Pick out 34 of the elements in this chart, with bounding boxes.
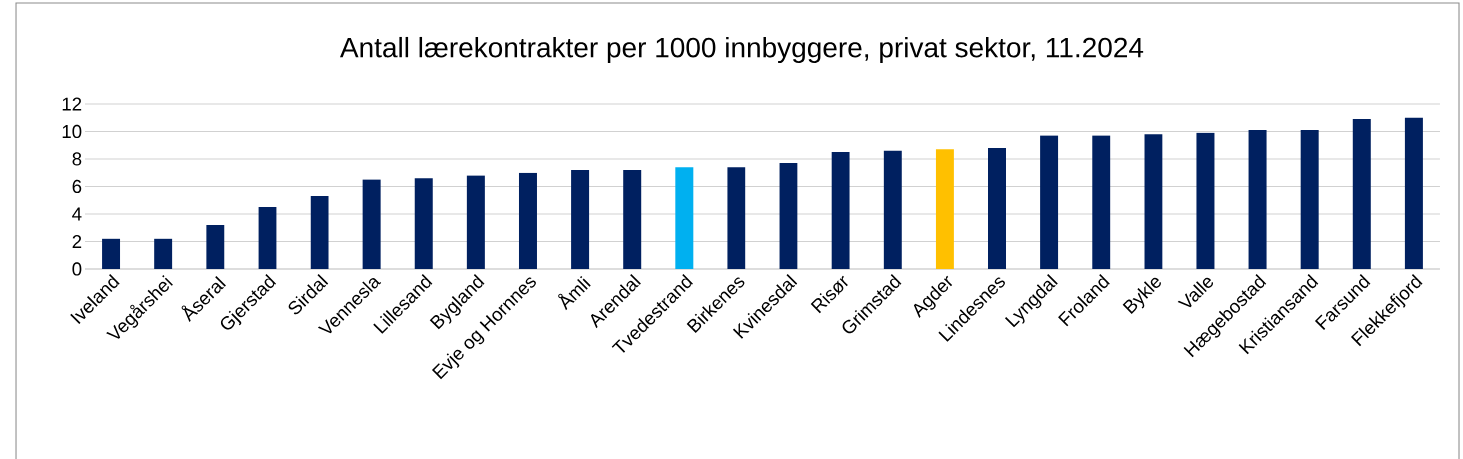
chart-title: Antall lærekontrakter per 1000 innbyggere, privat sektor, 11.2024 [339, 36, 1144, 64]
bar [883, 150, 902, 269]
bar [258, 207, 277, 269]
bar [154, 238, 173, 269]
bar [362, 179, 381, 269]
bar [831, 152, 850, 269]
bar [518, 172, 537, 269]
bar [935, 149, 954, 269]
y-tick-label: 6 [72, 179, 82, 194]
bar [466, 175, 485, 269]
bar [1404, 117, 1423, 269]
y-tick-label: 10 [62, 124, 82, 139]
bar [102, 238, 121, 269]
bar [675, 167, 694, 269]
bar [623, 169, 642, 269]
bar [988, 147, 1006, 269]
bar [1248, 130, 1267, 269]
bar [1092, 135, 1111, 269]
bar [571, 169, 590, 269]
bar [1300, 130, 1319, 269]
bar [1352, 119, 1371, 269]
y-tick-label: 12 [62, 97, 82, 111]
y-tick-label: 8 [72, 152, 82, 166]
y-tick-label: 4 [72, 207, 82, 221]
bar [779, 163, 798, 269]
bar [727, 167, 746, 269]
y-tick-label: 0 [72, 262, 82, 276]
bar [1196, 132, 1215, 269]
bar [414, 178, 433, 269]
bar [310, 196, 329, 269]
bar [1144, 134, 1163, 269]
y-tick-label: 2 [72, 234, 82, 248]
bar [1040, 135, 1059, 269]
bar [206, 224, 225, 269]
